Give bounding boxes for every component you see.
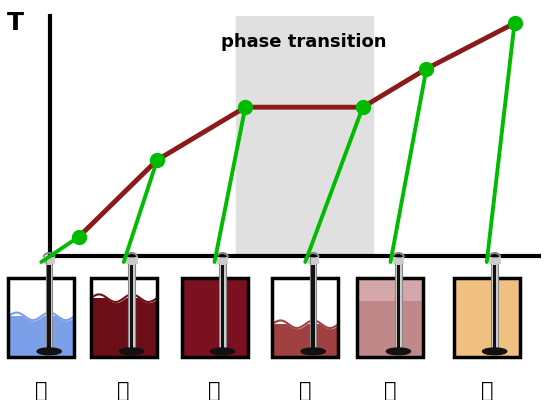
Bar [393,257,395,264]
Bar [182,278,248,358]
Bar [46,257,52,351]
Point [153,157,162,163]
Bar [217,257,219,264]
Bar [135,257,138,264]
Bar [311,265,315,351]
Bar [489,257,492,264]
Text: 🔥: 🔥 [384,381,397,400]
Bar [219,257,225,351]
Bar [358,300,424,358]
Bar [358,278,424,358]
Circle shape [301,348,325,355]
Point [241,104,250,110]
Bar [395,257,402,351]
Bar [8,316,74,358]
Bar [491,257,498,351]
Bar [358,278,424,358]
Bar [43,257,46,264]
Point [422,66,431,72]
Bar [235,16,372,256]
Circle shape [119,348,144,355]
Bar [91,278,157,358]
Bar [182,278,248,358]
Bar [47,265,51,351]
Bar [454,288,520,358]
Circle shape [37,348,61,355]
Text: 🔥: 🔥 [299,381,311,400]
Text: phase transition: phase transition [221,33,387,51]
Point [74,234,83,240]
Bar [307,257,310,264]
Circle shape [386,348,410,355]
Text: 🔥: 🔥 [118,381,130,400]
Bar [91,298,157,358]
Bar [498,257,500,264]
Bar [454,278,520,358]
Bar [182,278,248,358]
Bar [182,316,248,358]
Text: 🔥: 🔥 [481,381,493,400]
Bar [8,278,74,358]
Bar [272,278,338,358]
Text: T: T [7,11,24,35]
Bar [91,278,157,358]
Text: 🔥: 🔥 [35,381,47,400]
Bar [493,265,497,351]
Bar [52,257,55,264]
Bar [272,324,338,358]
Text: 🔥: 🔥 [208,381,221,400]
Circle shape [482,348,507,355]
Bar [310,257,316,351]
Bar [358,278,424,358]
Bar [402,257,404,264]
Bar [454,278,520,358]
Bar [272,278,338,358]
Bar [130,265,134,351]
Bar [221,265,224,351]
Bar [226,257,228,264]
Bar [128,257,135,351]
Point [359,104,367,110]
Point [510,20,519,26]
Bar [454,278,520,358]
Circle shape [210,348,234,355]
Bar [397,265,400,351]
Bar [8,278,74,358]
Bar [316,257,319,264]
Bar [126,257,129,264]
